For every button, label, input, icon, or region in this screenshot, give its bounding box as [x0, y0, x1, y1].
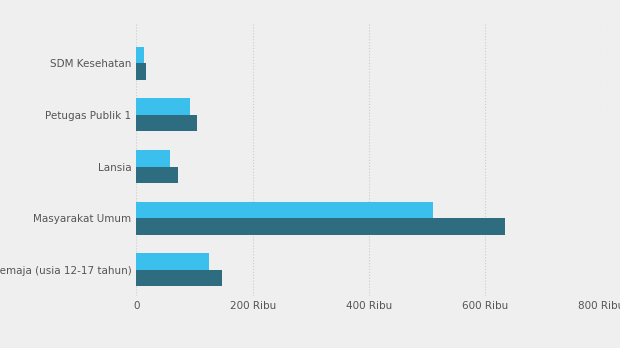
Bar — [136, 270, 223, 286]
Bar — [136, 167, 179, 183]
Bar — [136, 253, 209, 270]
Bar — [136, 47, 144, 63]
Bar — [136, 115, 197, 132]
Bar — [136, 98, 190, 115]
Bar — [136, 63, 146, 80]
Bar — [136, 150, 170, 167]
Bar — [136, 218, 505, 235]
Bar — [136, 202, 433, 218]
